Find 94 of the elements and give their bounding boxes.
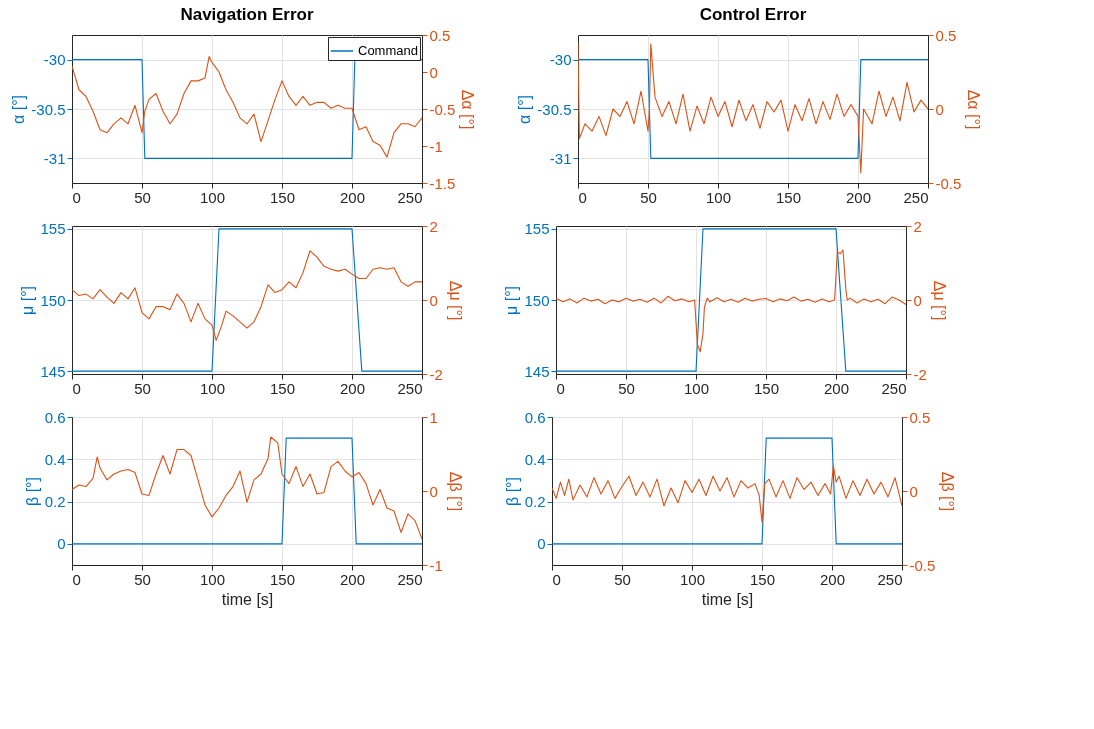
y2-tick-label: -1 — [429, 137, 443, 155]
x-tick-label: 250 — [397, 570, 423, 588]
x-tick-label: 50 — [134, 570, 151, 588]
x-tick-label: 200 — [339, 379, 366, 397]
x-tick-label: 100 — [679, 570, 706, 588]
y2-tick-label: 1 — [429, 408, 438, 426]
y2-tick-label: 0 — [429, 482, 438, 500]
x-tick-label: 50 — [134, 188, 151, 206]
chart-title: Navigation Error — [180, 5, 314, 24]
y2-axis-title: Δβ [°] — [446, 471, 464, 512]
x-tick-label: 100 — [199, 570, 226, 588]
y2-tick-label: 2 — [913, 217, 922, 235]
x-tick-label: 150 — [269, 379, 296, 397]
y2-tick-label: -0.5 — [429, 100, 456, 118]
y2-axis-title: Δα [°] — [965, 89, 983, 130]
y2-tick-label: -2 — [429, 365, 443, 383]
y-tick-label: 0 — [537, 535, 546, 553]
y2-tick-label: -0.5 — [909, 556, 936, 574]
y-tick-label: -31 — [549, 149, 572, 167]
y2-tick-label: -1.5 — [429, 174, 456, 192]
y2-tick-label: 0 — [913, 291, 922, 309]
y-axis-title: μ [°] — [503, 286, 521, 315]
y2-axis-title: Δμ [°] — [446, 280, 464, 321]
x-tick-label: 200 — [339, 570, 366, 588]
y-tick-label: -31 — [43, 149, 66, 167]
x-tick-label: 250 — [397, 379, 423, 397]
y2-axis-title: Δβ [°] — [939, 471, 957, 512]
x-tick-label: 150 — [775, 188, 802, 206]
y2-tick-label: 0 — [935, 100, 944, 118]
y2-axis-title: Δμ [°] — [930, 280, 948, 321]
y-axis-title: β [°] — [23, 477, 41, 506]
y-tick-label: 145 — [40, 362, 66, 380]
x-tick-label: 250 — [877, 570, 903, 588]
y-axis-title: β [°] — [503, 477, 521, 506]
y2-tick-label: 0 — [429, 291, 438, 309]
x-axis-title: time [s] — [701, 590, 754, 608]
y-tick-label: -30 — [43, 51, 66, 69]
y2-tick-label: -1 — [429, 556, 443, 574]
y-tick-label: 0.4 — [44, 450, 66, 468]
y2-tick-label: 0 — [429, 63, 438, 81]
legend-label: Command — [358, 43, 418, 58]
x-tick-label: 50 — [614, 570, 631, 588]
x-tick-label: 150 — [749, 570, 776, 588]
line-series — [556, 249, 906, 353]
y-tick-label: 0.4 — [524, 450, 546, 468]
x-tick-label: 50 — [618, 379, 635, 397]
y-axis-title: α [°] — [516, 95, 534, 124]
line-series — [72, 250, 422, 341]
y-tick-label: 155 — [524, 220, 550, 238]
y2-tick-label: 0.5 — [935, 26, 957, 44]
chart-title: Control Error — [699, 5, 807, 24]
y2-tick-label: 0.5 — [909, 408, 931, 426]
x-tick-label: 200 — [823, 379, 850, 397]
y-tick-label: 0.6 — [44, 408, 66, 426]
x-tick-label: 150 — [753, 379, 780, 397]
y-tick-label: 0.6 — [524, 408, 546, 426]
y-tick-label: 150 — [524, 291, 550, 309]
x-tick-label: 200 — [819, 570, 846, 588]
y-tick-label: -30.5 — [31, 100, 66, 118]
x-tick-label: 50 — [134, 379, 151, 397]
y-tick-label: -30.5 — [537, 100, 572, 118]
line-series — [552, 465, 902, 523]
x-tick-label: 250 — [397, 188, 423, 206]
x-tick-label: 100 — [199, 379, 226, 397]
x-tick-label: 0 — [72, 188, 81, 206]
x-tick-label: 0 — [72, 379, 81, 397]
x-tick-label: 200 — [845, 188, 872, 206]
x-tick-label: 150 — [269, 570, 296, 588]
x-tick-label: 50 — [640, 188, 657, 206]
y2-tick-label: 2 — [429, 217, 438, 235]
x-tick-label: 250 — [881, 379, 907, 397]
y2-tick-label: -2 — [913, 365, 927, 383]
y-tick-label: 155 — [40, 220, 66, 238]
x-tick-label: 100 — [683, 379, 710, 397]
x-axis-title: time [s] — [221, 590, 274, 608]
y-axis-title: α [°] — [10, 95, 28, 124]
y-tick-label: 0.2 — [524, 493, 546, 511]
y-tick-label: -30 — [549, 51, 572, 69]
x-tick-label: 150 — [269, 188, 296, 206]
x-tick-label: 250 — [903, 188, 929, 206]
y-tick-label: 150 — [40, 291, 66, 309]
y-tick-label: 0 — [57, 535, 66, 553]
y2-tick-label: -0.5 — [935, 174, 962, 192]
y-axis-title: μ [°] — [19, 286, 37, 315]
y-tick-label: 145 — [524, 362, 550, 380]
x-tick-label: 100 — [705, 188, 732, 206]
y2-tick-label: 0.5 — [429, 26, 451, 44]
y2-tick-label: 0 — [909, 482, 918, 500]
x-tick-label: 100 — [199, 188, 226, 206]
x-tick-label: 200 — [339, 188, 366, 206]
y2-axis-title: Δα [°] — [459, 89, 477, 130]
x-tick-label: 0 — [72, 570, 81, 588]
y-tick-label: 0.2 — [44, 493, 66, 511]
x-tick-label: 0 — [578, 188, 587, 206]
